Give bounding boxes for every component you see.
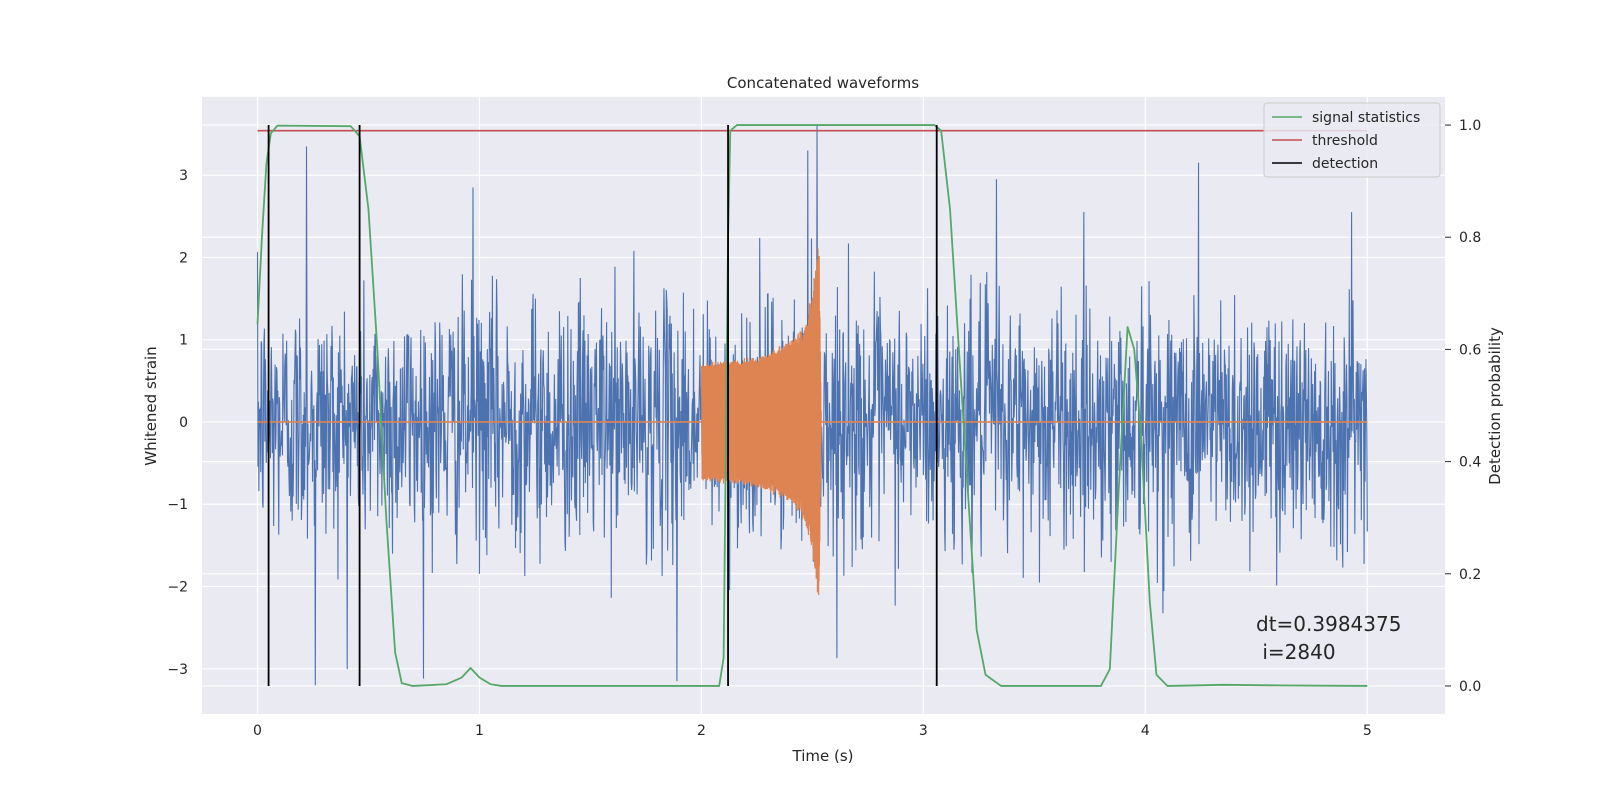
y-tick-label: −1 <box>167 497 188 513</box>
x-tick-label: 2 <box>697 723 706 739</box>
y2-tick-label: 1.0 <box>1459 118 1481 134</box>
y2-tick-label: 0.8 <box>1459 230 1481 246</box>
annotation-i: i=2840 <box>1256 640 1336 664</box>
y-tick-label: −2 <box>167 579 188 595</box>
legend-label-statistics: signal statistics <box>1312 110 1420 126</box>
ticks: 0 1 2 3 4 5 −3 −2 −1 0 1 2 3 0.0 0.2 0.4 0.6 0.8 1.0 <box>167 118 1481 739</box>
y2-tick-label: 0.0 <box>1459 679 1481 695</box>
y2-axis-label: Detection probability <box>1486 327 1504 485</box>
y2-tick-label: 0.6 <box>1459 342 1481 358</box>
legend-box <box>1263 102 1441 178</box>
y-tick-label: 0 <box>179 415 188 431</box>
waveform-chirp-line <box>700 248 822 596</box>
legend: signal statistics threshold detection <box>1263 102 1441 178</box>
y-axis-label: Whitened strain <box>142 346 160 465</box>
y2-tick-label: 0.2 <box>1459 567 1481 583</box>
series-layer <box>256 124 1368 687</box>
y-tick-label: −3 <box>167 662 188 678</box>
chart-title: Concatenated waveforms <box>727 74 919 92</box>
signal-statistics-line <box>256 124 1368 687</box>
y-tick-label: 3 <box>179 168 188 184</box>
annotation-dt: dt=0.3984375 <box>1256 612 1401 636</box>
x-tick-label: 4 <box>1141 723 1150 739</box>
legend-label-threshold: threshold <box>1312 133 1378 149</box>
x-tick-label: 5 <box>1363 723 1372 739</box>
x-axis-label: Time (s) <box>792 747 854 765</box>
x-tick-label: 0 <box>253 723 262 739</box>
y2-tick-label: 0.4 <box>1459 455 1481 471</box>
x-tick-label: 3 <box>919 723 928 739</box>
legend-label-detection: detection <box>1312 156 1378 172</box>
x-tick-label: 1 <box>475 723 484 739</box>
y-tick-label: 1 <box>179 333 188 349</box>
y-tick-label: 2 <box>179 250 188 266</box>
